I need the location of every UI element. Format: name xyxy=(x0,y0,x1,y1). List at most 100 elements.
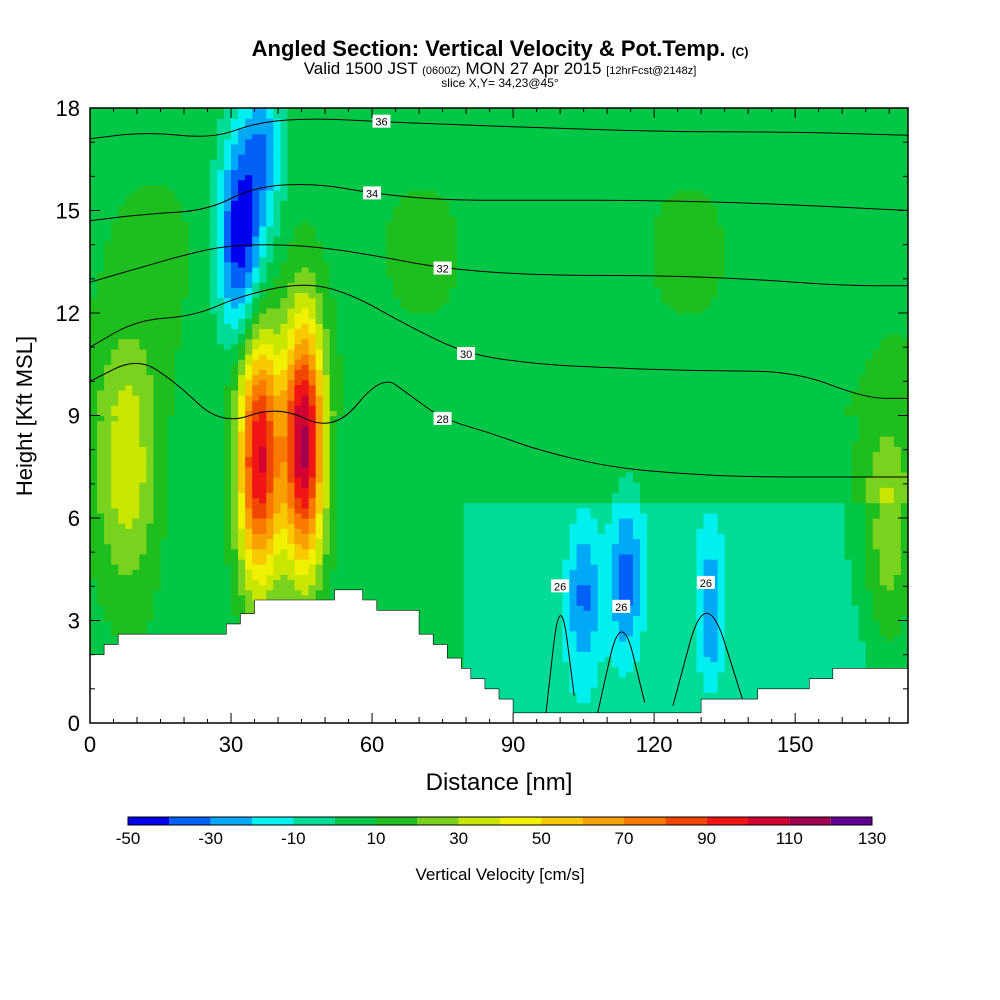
field-cell xyxy=(322,523,331,529)
field-cell xyxy=(90,318,98,324)
field-cell xyxy=(160,251,169,258)
field-cell xyxy=(350,461,359,468)
field-cell xyxy=(209,184,218,191)
field-cell xyxy=(125,128,133,135)
field-cell xyxy=(97,225,105,232)
field-cell xyxy=(118,625,126,632)
field-cell xyxy=(97,292,105,299)
field-cell xyxy=(167,108,176,114)
field-cell xyxy=(223,231,232,237)
field-cell xyxy=(181,205,190,212)
field-cell xyxy=(301,113,310,119)
field-cell xyxy=(118,415,126,422)
field-cell xyxy=(372,200,380,206)
field-cell xyxy=(118,610,126,616)
field-cell xyxy=(195,179,204,186)
field-cell xyxy=(118,251,126,258)
field-cell xyxy=(245,548,253,555)
field-cell xyxy=(294,297,303,304)
field-cell xyxy=(104,497,112,504)
field-cell xyxy=(160,215,169,222)
field-cell xyxy=(174,594,183,601)
field-cell xyxy=(111,195,119,201)
field-cell xyxy=(245,502,253,509)
field-cell xyxy=(301,241,310,247)
field-cell xyxy=(266,594,274,601)
field-cell xyxy=(90,215,98,222)
field-cell xyxy=(350,108,359,114)
field-cell xyxy=(308,256,317,263)
field-cell xyxy=(231,184,239,191)
field-cell xyxy=(259,113,267,119)
field-cell xyxy=(188,610,197,616)
field-cell xyxy=(329,159,338,165)
field-cell xyxy=(350,123,359,130)
field-cell xyxy=(97,461,105,468)
field-cell xyxy=(153,441,162,447)
field-cell xyxy=(294,231,303,237)
field-cell xyxy=(357,164,366,171)
field-cell xyxy=(118,538,126,545)
field-cell xyxy=(139,436,148,442)
field-cell xyxy=(238,400,246,406)
field-cell xyxy=(125,553,133,560)
field-cell xyxy=(160,389,169,396)
field-cell xyxy=(118,113,126,119)
field-cell xyxy=(287,400,296,406)
field-cell xyxy=(167,579,176,586)
field-cell xyxy=(104,574,112,581)
field-cell xyxy=(294,564,303,570)
field-cell xyxy=(174,225,183,232)
field-cell xyxy=(245,246,253,253)
field-cell xyxy=(301,569,310,575)
field-cell xyxy=(209,292,218,299)
field-cell xyxy=(223,159,232,165)
field-cell xyxy=(118,461,126,468)
field-cell xyxy=(132,528,140,534)
field-cell xyxy=(202,236,211,242)
field-cell xyxy=(294,118,303,124)
field-cell xyxy=(329,318,338,324)
field-cell xyxy=(90,287,98,294)
field-cell xyxy=(259,553,267,560)
field-cell xyxy=(104,374,112,381)
field-cell xyxy=(266,405,274,411)
field-cell xyxy=(181,579,190,586)
field-cell xyxy=(343,231,352,237)
field-cell xyxy=(266,584,274,591)
field-cell xyxy=(273,215,281,222)
field-cell xyxy=(231,492,239,499)
field-cell xyxy=(301,174,310,181)
field-cell xyxy=(322,108,331,114)
field-cell xyxy=(188,497,197,504)
field-cell xyxy=(350,231,359,237)
field-cell xyxy=(216,441,225,447)
field-cell xyxy=(252,446,260,452)
field-cell xyxy=(336,359,345,365)
field-cell xyxy=(209,579,218,586)
field-cell xyxy=(259,579,267,586)
field-cell xyxy=(245,215,253,222)
field-cell xyxy=(280,179,289,186)
field-cell xyxy=(195,410,204,417)
field-cell xyxy=(259,364,267,370)
field-cell xyxy=(301,384,310,391)
field-cell xyxy=(231,256,239,263)
field-cell xyxy=(336,128,345,135)
field-cell xyxy=(350,154,359,160)
field-cell xyxy=(308,518,317,524)
field-cell xyxy=(294,159,303,165)
field-cell xyxy=(188,553,197,560)
field-cell xyxy=(209,323,218,329)
field-cell xyxy=(365,441,373,447)
field-cell xyxy=(252,236,260,242)
field-cell xyxy=(167,384,176,391)
field-cell xyxy=(146,364,155,370)
field-cell xyxy=(252,456,260,463)
field-cell xyxy=(238,210,246,217)
field-cell xyxy=(343,369,352,376)
field-cell xyxy=(357,436,366,442)
field-cell xyxy=(357,215,366,222)
field-cell xyxy=(188,210,197,217)
field-cell xyxy=(195,277,204,283)
